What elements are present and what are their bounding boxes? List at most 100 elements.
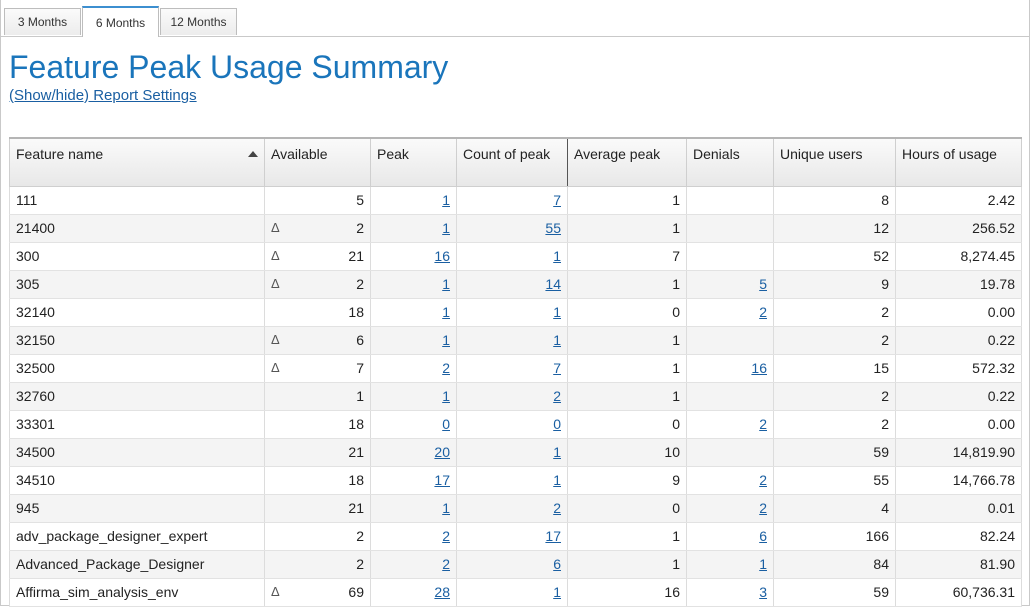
denials-link[interactable]: 2 [759,304,767,320]
cell-average-peak: 0 [567,298,687,327]
denials-link[interactable]: 2 [759,416,767,432]
table-row: 32500 Δ 7 2 7 1 16 15 572.32 [9,354,1022,383]
cell-denials [686,382,774,411]
peak-link[interactable]: 1 [442,388,450,404]
cell-average-peak: 1 [567,186,687,215]
count-of-peak-link[interactable]: 7 [553,360,561,376]
delta-icon: Δ [271,276,280,291]
count-of-peak-link[interactable]: 1 [553,444,561,460]
tab-12-months[interactable]: 12 Months [160,8,237,35]
column-header-feature-name[interactable]: Feature name [9,137,265,187]
peak-link[interactable]: 28 [434,584,450,600]
cell-peak: 1 [370,270,457,299]
table-header-row: Feature name Available Peak Count of pea… [9,137,1022,187]
cell-available: Δ 21 [264,242,371,271]
peak-link[interactable]: 2 [442,360,450,376]
cell-feature-name: adv_package_designer_expert [9,522,265,551]
cell-average-peak: 16 [567,578,687,607]
denials-link[interactable]: 3 [759,584,767,600]
peak-link[interactable]: 17 [434,472,450,488]
count-of-peak-link[interactable]: 17 [545,528,561,544]
cell-peak: 1 [370,494,457,523]
count-of-peak-link[interactable]: 1 [553,332,561,348]
peak-link[interactable]: 0 [442,416,450,432]
cell-denials: 16 [686,354,774,383]
cell-peak: 2 [370,354,457,383]
count-of-peak-link[interactable]: 6 [553,556,561,572]
cell-count-of-peak: 7 [456,354,568,383]
cell-unique-users: 9 [773,270,896,299]
peak-link[interactable]: 1 [442,192,450,208]
cell-denials [686,438,774,467]
cell-peak: 2 [370,522,457,551]
peak-link[interactable]: 1 [442,332,450,348]
cell-count-of-peak: 0 [456,410,568,439]
count-of-peak-link[interactable]: 55 [545,220,561,236]
cell-average-peak: 1 [567,326,687,355]
cell-peak: 1 [370,186,457,215]
denials-link[interactable]: 6 [759,528,767,544]
count-of-peak-link[interactable]: 0 [553,416,561,432]
cell-peak: 28 [370,578,457,607]
denials-link[interactable]: 1 [759,556,767,572]
cell-available: 5 [264,186,371,215]
column-header-hours-of-usage[interactable]: Hours of usage [895,137,1022,187]
column-header-available[interactable]: Available [264,137,371,187]
tab-3-months[interactable]: 3 Months [4,8,81,35]
denials-link[interactable]: 2 [759,472,767,488]
column-header-unique-users[interactable]: Unique users [773,137,896,187]
table-row: 32140 18 1 1 0 2 2 0.00 [9,298,1022,327]
peak-link[interactable]: 2 [442,556,450,572]
count-of-peak-link[interactable]: 1 [553,304,561,320]
cell-hours-of-usage: 0.22 [895,382,1022,411]
column-header-label: Feature name [16,146,104,162]
denials-link[interactable]: 5 [759,276,767,292]
cell-available: 18 [264,298,371,327]
denials-link[interactable]: 16 [751,360,767,376]
count-of-peak-link[interactable]: 14 [545,276,561,292]
peak-link[interactable]: 2 [442,528,450,544]
table-row: 945 21 1 2 0 2 4 0.01 [9,494,1022,523]
column-header-average-peak[interactable]: Average peak [567,137,687,187]
table-body: 111 5 1 7 1 8 2.42 21400 Δ 2 1 55 1 12 256.52 300 Δ 21 16 1… [9,186,1022,607]
cell-count-of-peak: 6 [456,550,568,579]
column-header-peak[interactable]: Peak [370,137,457,187]
peak-link[interactable]: 1 [442,500,450,516]
tab-6-months[interactable]: 6 Months [82,6,159,37]
available-value: 2 [356,220,364,236]
cell-available: 18 [264,410,371,439]
peak-link[interactable]: 1 [442,276,450,292]
peak-link[interactable]: 1 [442,304,450,320]
cell-feature-name: 21400 [9,214,265,243]
count-of-peak-link[interactable]: 1 [553,248,561,264]
denials-link[interactable]: 2 [759,500,767,516]
cell-peak: 20 [370,438,457,467]
cell-peak: 1 [370,326,457,355]
cell-available: 1 [264,382,371,411]
table-row: Affirma_sim_analysis_env Δ 69 28 1 16 3 59 60,73… [9,578,1022,607]
peak-link[interactable]: 16 [434,248,450,264]
cell-hours-of-usage: 0.22 [895,326,1022,355]
count-of-peak-link[interactable]: 7 [553,192,561,208]
count-of-peak-link[interactable]: 1 [553,584,561,600]
cell-unique-users: 2 [773,298,896,327]
cell-available: 2 [264,522,371,551]
column-header-denials[interactable]: Denials [686,137,774,187]
cell-feature-name: 32760 [9,382,265,411]
count-of-peak-link[interactable]: 2 [553,500,561,516]
count-of-peak-link[interactable]: 2 [553,388,561,404]
table-row: 32760 1 1 2 1 2 0.22 [9,382,1022,411]
count-of-peak-link[interactable]: 1 [553,472,561,488]
cell-feature-name: Advanced_Package_Designer [9,550,265,579]
available-value: 69 [348,584,364,600]
peak-link[interactable]: 20 [434,444,450,460]
cell-count-of-peak: 2 [456,494,568,523]
column-header-count-of-peak[interactable]: Count of peak [456,137,568,187]
cell-feature-name: 33301 [9,410,265,439]
report-settings-toggle-link[interactable]: (Show/hide) Report Settings [9,87,197,104]
cell-denials: 2 [686,494,774,523]
cell-denials: 2 [686,298,774,327]
peak-link[interactable]: 1 [442,220,450,236]
period-tab-bar: 3 Months 6 Months 12 Months [0,0,1030,37]
